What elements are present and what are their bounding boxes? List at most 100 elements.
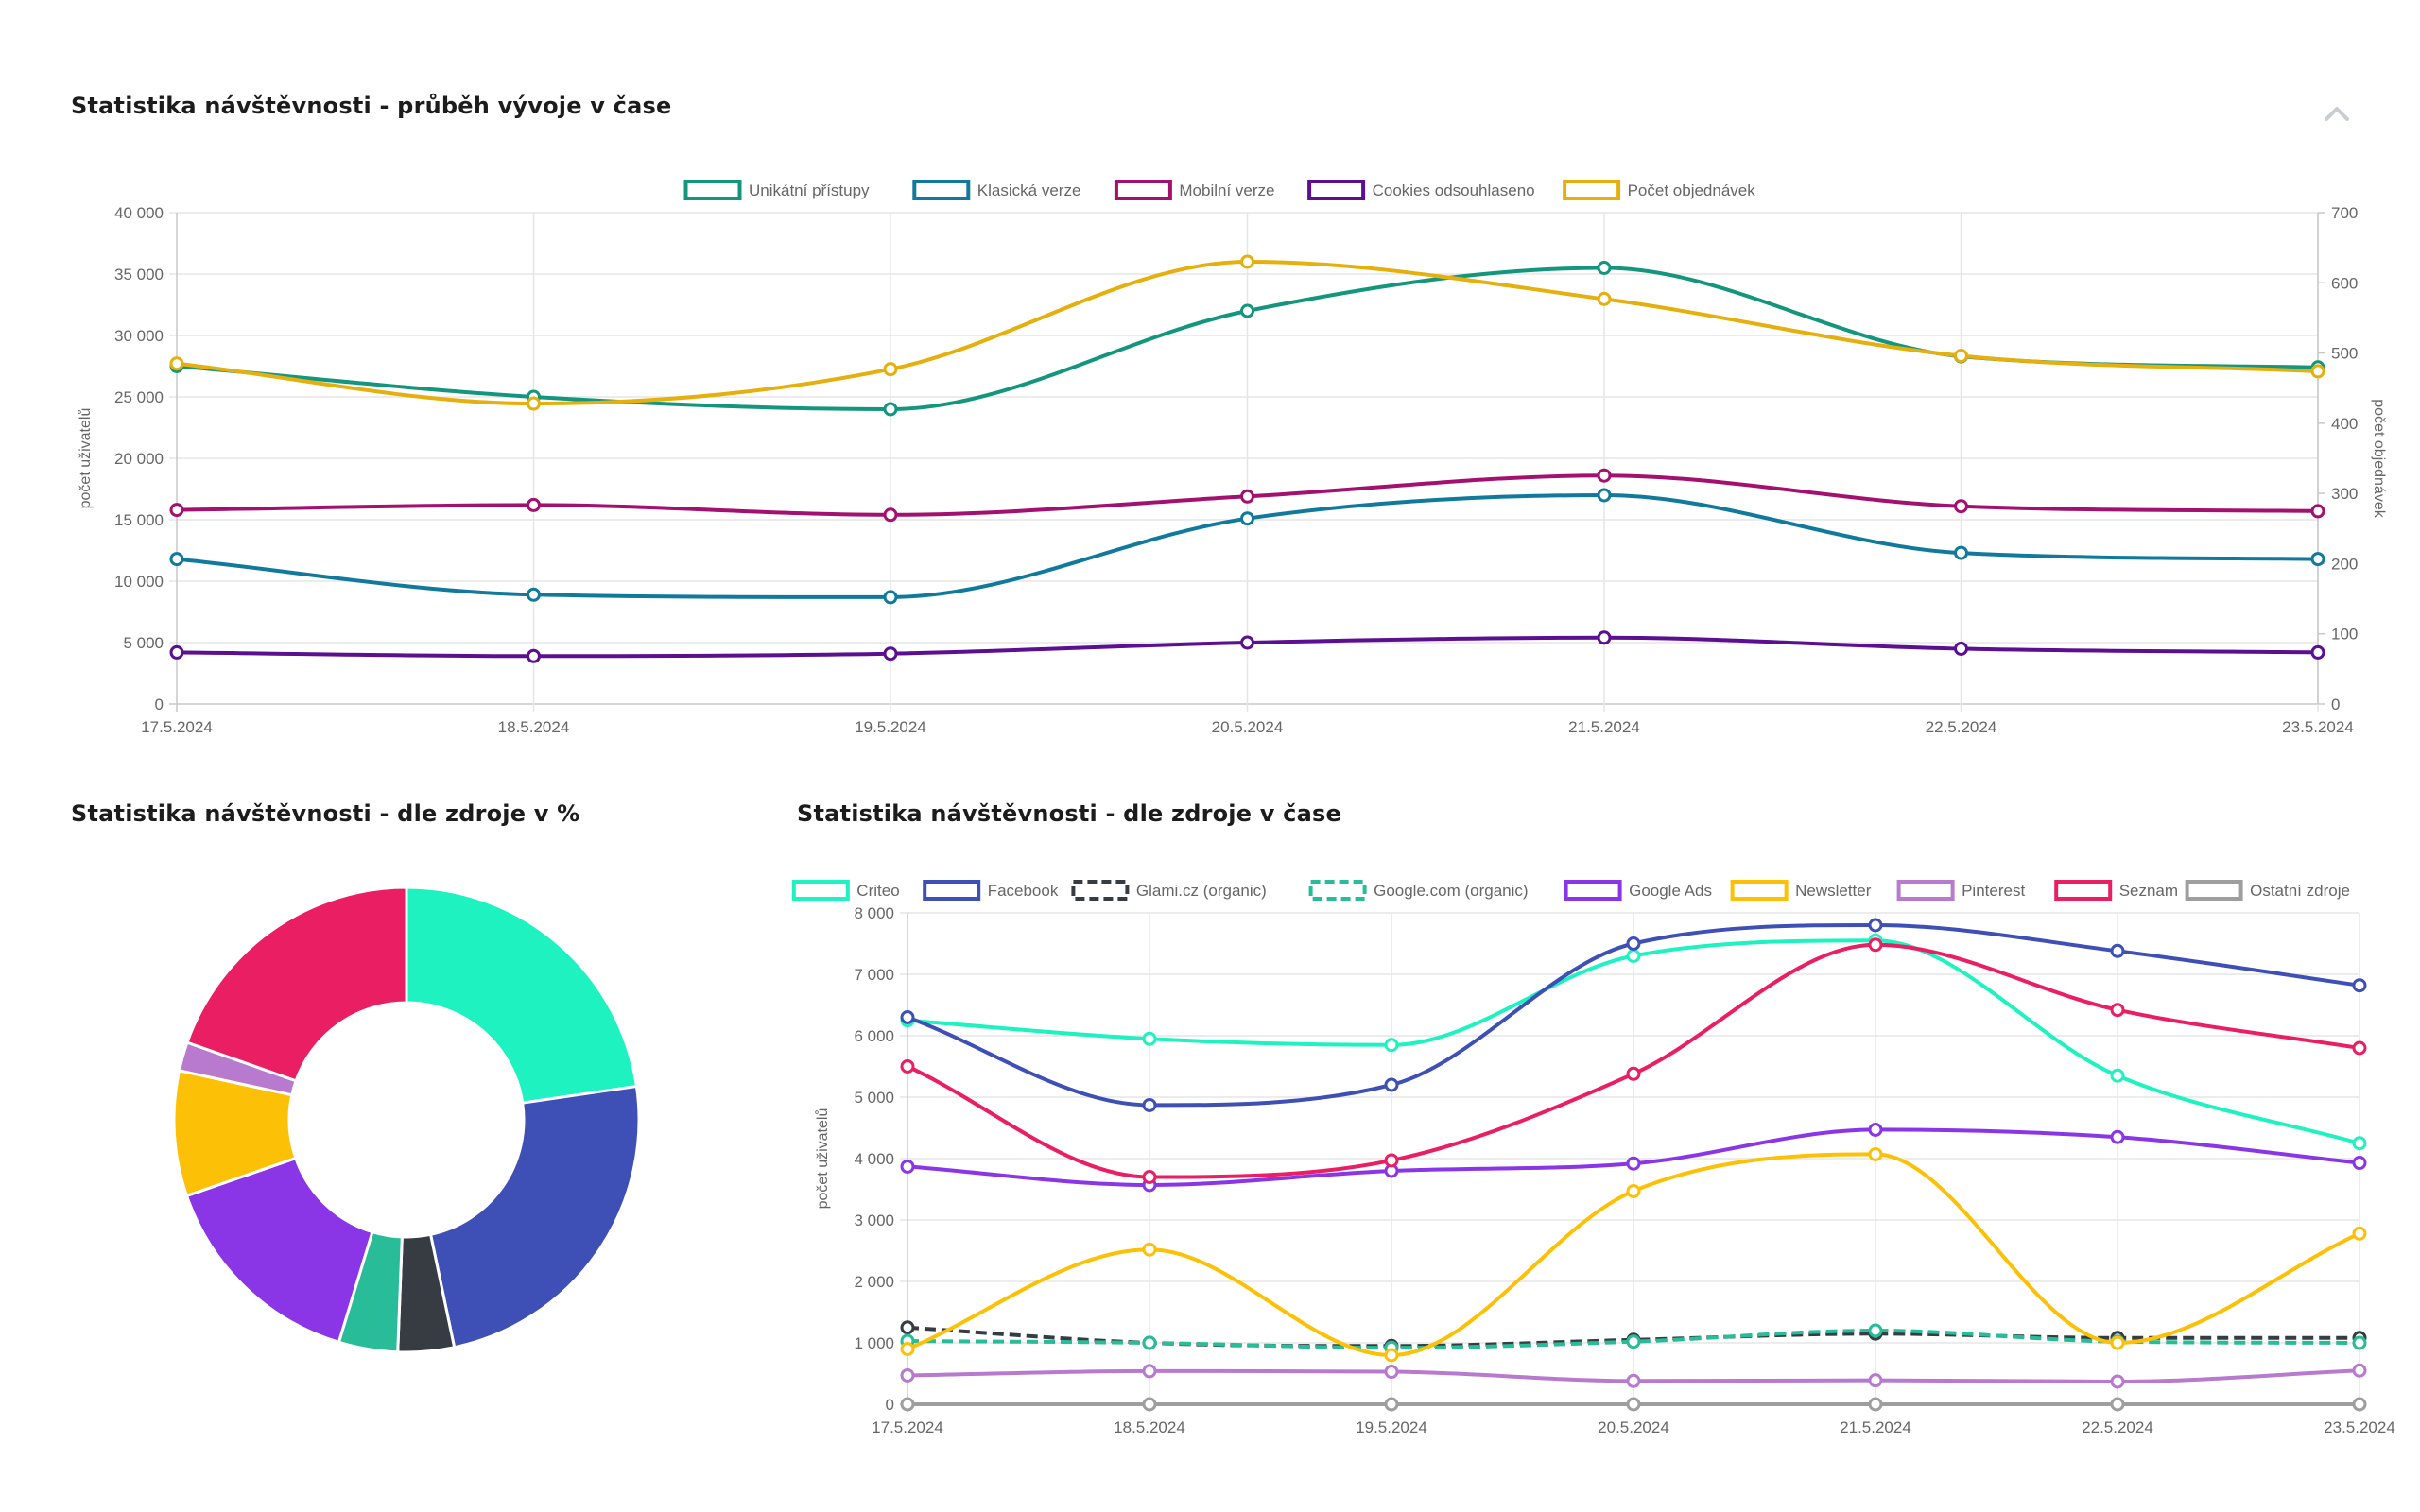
data-point[interactable] xyxy=(883,590,898,605)
slice-facebook[interactable] xyxy=(428,1084,641,1349)
data-point[interactable] xyxy=(900,1342,915,1356)
data-point[interactable] xyxy=(1142,1242,1157,1257)
legend-item-mobilni-verze[interactable]: Mobilní verze xyxy=(1114,180,1275,200)
legend-item-seznam[interactable]: Seznam xyxy=(2054,880,2178,901)
data-point[interactable] xyxy=(1626,1334,1641,1349)
data-point[interactable] xyxy=(1954,642,1968,656)
data-point[interactable] xyxy=(1868,1397,1883,1412)
data-point[interactable] xyxy=(1142,1170,1157,1184)
data-point[interactable] xyxy=(2352,1156,2367,1171)
data-point[interactable] xyxy=(1597,261,1612,275)
legend-item-klasicka-verze[interactable]: Klasická verze xyxy=(912,180,1080,200)
chevron-up-icon[interactable] xyxy=(2318,94,2356,132)
data-point[interactable] xyxy=(1626,1397,1641,1412)
data-point[interactable] xyxy=(1954,499,1968,514)
data-point[interactable] xyxy=(169,503,184,518)
data-point[interactable] xyxy=(1384,1365,1399,1380)
data-point[interactable] xyxy=(1868,1323,1883,1338)
legend-item-pinterest[interactable]: Pinterest xyxy=(1896,880,2026,901)
legend-item-newsletter[interactable]: Newsletter xyxy=(1730,880,1872,901)
data-point[interactable] xyxy=(900,1159,915,1174)
data-point[interactable] xyxy=(2110,943,2125,958)
data-point[interactable] xyxy=(2310,552,2325,567)
data-point[interactable] xyxy=(2110,1068,2125,1083)
legend-item-glami-cz-organic[interactable]: Glami.cz (organic) xyxy=(1071,880,1267,901)
data-point[interactable] xyxy=(2110,1003,2125,1018)
data-point[interactable] xyxy=(2352,1363,2367,1378)
legend-item-pocet-objednavek[interactable]: Počet objednávek xyxy=(1563,180,1755,200)
data-point[interactable] xyxy=(2310,644,2325,660)
data-point[interactable] xyxy=(1240,511,1254,526)
data-point[interactable] xyxy=(1626,1156,1641,1171)
data-point[interactable] xyxy=(2310,364,2325,379)
data-point[interactable] xyxy=(1240,489,1254,504)
data-point[interactable] xyxy=(169,356,184,371)
data-point[interactable] xyxy=(883,362,898,377)
data-point[interactable] xyxy=(1142,1335,1157,1350)
data-point[interactable] xyxy=(1240,303,1254,318)
data-point[interactable] xyxy=(1384,1397,1399,1412)
data-point[interactable] xyxy=(2352,978,2367,993)
data-point[interactable] xyxy=(1142,1364,1157,1379)
data-point[interactable] xyxy=(1240,254,1254,269)
legend-item-facebook[interactable]: Facebook xyxy=(923,880,1059,901)
data-point[interactable] xyxy=(1626,1066,1641,1081)
data-point[interactable] xyxy=(1142,1031,1157,1046)
data-point[interactable] xyxy=(883,402,898,417)
data-point[interactable] xyxy=(1384,1153,1399,1168)
data-point[interactable] xyxy=(1868,918,1883,933)
data-point[interactable] xyxy=(1384,1038,1399,1053)
data-point[interactable] xyxy=(1597,630,1612,645)
data-point[interactable] xyxy=(1954,349,1968,364)
legend-item-google-com-organic[interactable]: Google.com (organic) xyxy=(1308,880,1529,901)
data-point[interactable] xyxy=(1597,488,1612,503)
data-point[interactable] xyxy=(527,497,541,512)
data-point[interactable] xyxy=(1384,1077,1399,1092)
data-point[interactable] xyxy=(1142,1097,1157,1112)
data-point[interactable] xyxy=(900,1367,915,1383)
data-point[interactable] xyxy=(1597,291,1612,306)
data-point[interactable] xyxy=(900,1010,915,1024)
data-point[interactable] xyxy=(900,1397,915,1412)
data-point[interactable] xyxy=(1597,468,1612,483)
data-point[interactable] xyxy=(1626,936,1641,951)
data-point[interactable] xyxy=(2110,1374,2125,1389)
data-point[interactable] xyxy=(1954,545,1968,560)
legend-item-unikatni-pristupy[interactable]: Unikátní přístupy xyxy=(683,180,871,200)
data-point[interactable] xyxy=(900,1059,915,1074)
data-point[interactable] xyxy=(1868,1122,1883,1137)
data-point[interactable] xyxy=(1868,937,1883,953)
data-point[interactable] xyxy=(1142,1397,1157,1412)
data-point[interactable] xyxy=(2352,1136,2367,1151)
data-point[interactable] xyxy=(883,646,898,662)
data-point[interactable] xyxy=(1626,1373,1641,1388)
data-point[interactable] xyxy=(2110,1335,2125,1350)
legend-item-cookies-odsouhlaseno[interactable]: Cookies odsouhlaseno xyxy=(1307,180,1535,200)
data-point[interactable] xyxy=(527,587,541,602)
slice-google-ads[interactable] xyxy=(184,1156,374,1345)
data-point[interactable] xyxy=(527,396,541,411)
data-point[interactable] xyxy=(169,552,184,567)
data-point[interactable] xyxy=(2110,1397,2125,1412)
legend-item-ostatni-zdroje[interactable]: Ostatní zdroje xyxy=(2185,880,2350,901)
data-point[interactable] xyxy=(2352,1397,2367,1412)
data-point[interactable] xyxy=(169,644,184,660)
data-point[interactable] xyxy=(1868,1146,1883,1161)
data-point[interactable] xyxy=(1384,1348,1399,1363)
data-point[interactable] xyxy=(527,648,541,663)
data-point[interactable] xyxy=(2352,1040,2367,1056)
data-point[interactable] xyxy=(1240,635,1254,650)
data-point[interactable] xyxy=(900,1320,915,1335)
data-point[interactable] xyxy=(1626,1183,1641,1198)
data-point[interactable] xyxy=(1626,949,1641,963)
legend-item-google-ads[interactable]: Google Ads xyxy=(1564,880,1712,901)
data-point[interactable] xyxy=(2352,1335,2367,1350)
legend-item-criteo[interactable]: Criteo xyxy=(791,880,900,901)
data-point[interactable] xyxy=(2310,504,2325,519)
slice-criteo[interactable] xyxy=(405,885,639,1105)
data-point[interactable] xyxy=(883,507,898,523)
data-point[interactable] xyxy=(2110,1129,2125,1144)
data-point[interactable] xyxy=(2352,1226,2367,1241)
slice-seznam[interactable] xyxy=(185,885,408,1083)
data-point[interactable] xyxy=(1868,1373,1883,1388)
